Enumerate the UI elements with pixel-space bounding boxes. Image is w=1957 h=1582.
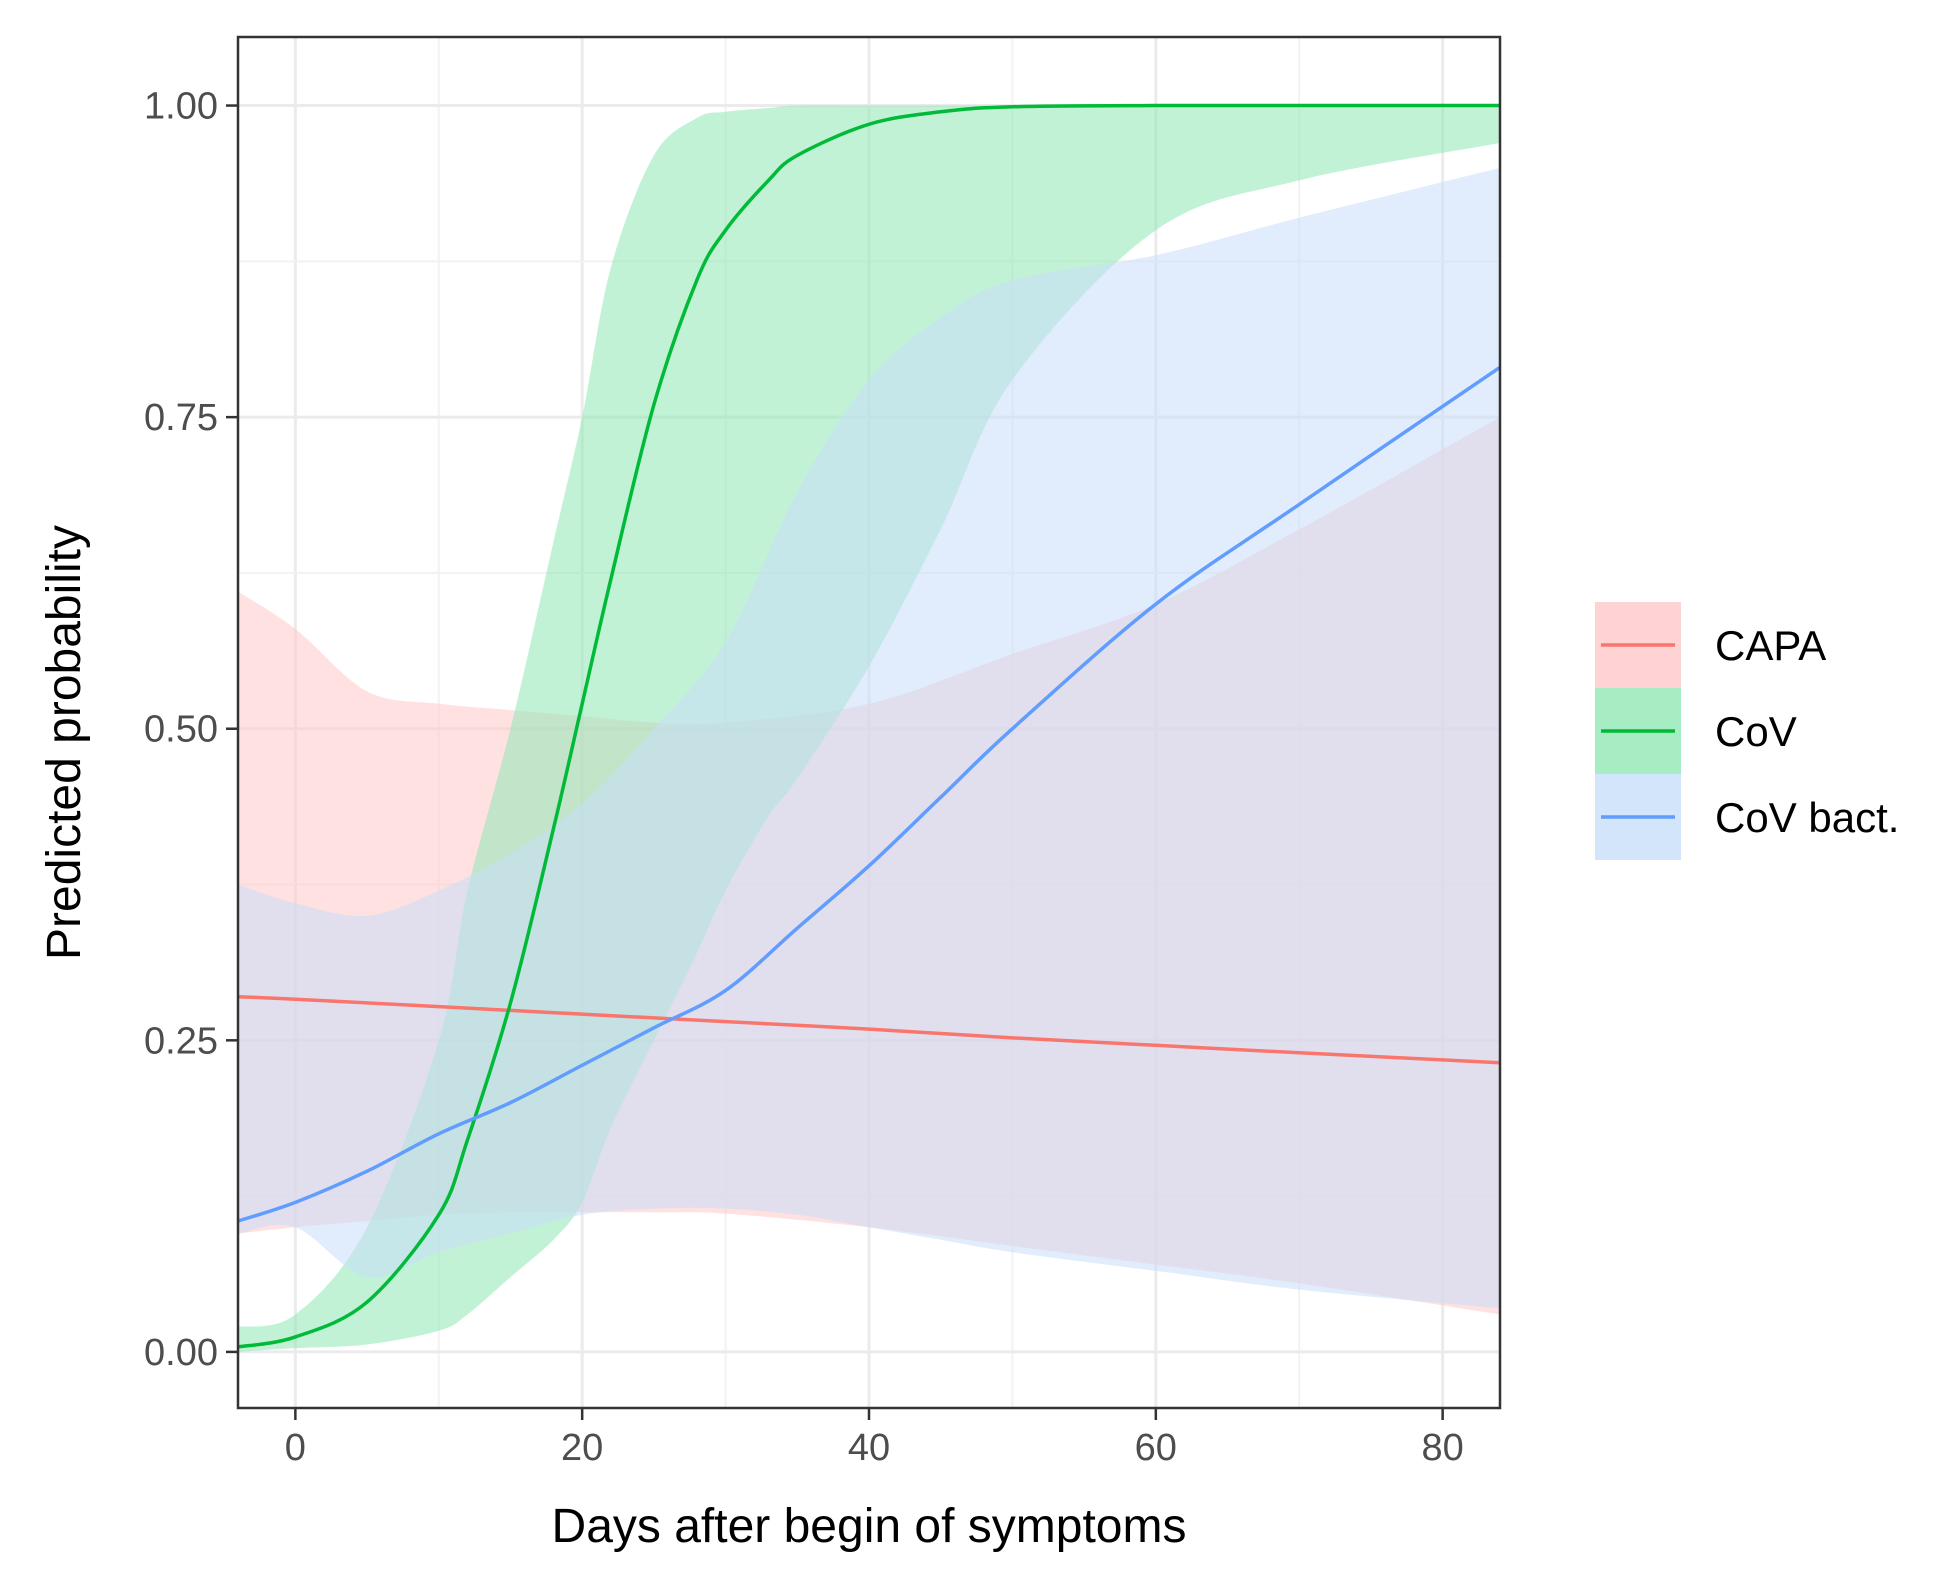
x-tick-label: 20 — [561, 1427, 603, 1469]
legend-label-cov: CoV — [1715, 708, 1797, 755]
x-tick-label: 80 — [1421, 1427, 1463, 1469]
y-tick-label: 1.00 — [144, 86, 218, 128]
legend: CAPA CoV CoV bact. — [1595, 602, 1899, 860]
x-tick-label: 60 — [1135, 1427, 1177, 1469]
line-cov-bact — [237, 365, 1501, 1223]
legend-label-capa: CAPA — [1715, 622, 1826, 669]
y-tick-label: 0.50 — [144, 709, 218, 751]
x-tick-label: 40 — [848, 1427, 890, 1469]
legend-label-cov-bact: CoV bact. — [1715, 794, 1899, 841]
x-axis-title: Days after begin of symptoms — [552, 1500, 1187, 1553]
y-axis-title: Predicted probability — [38, 525, 91, 960]
axes: 0 20 40 60 80 0.00 0.25 0.50 0.75 1.00 — [144, 86, 1464, 1469]
line-cov — [237, 103, 1500, 1349]
ribbon-cov-bact — [238, 167, 1500, 1309]
y-tick-label: 0.75 — [144, 397, 218, 439]
line-capa — [237, 994, 1501, 1065]
x-tick-label: 0 — [285, 1427, 306, 1469]
series-lines — [237, 103, 1501, 1349]
y-tick-label: 0.00 — [144, 1332, 218, 1374]
y-tick-label: 0.25 — [144, 1020, 218, 1062]
